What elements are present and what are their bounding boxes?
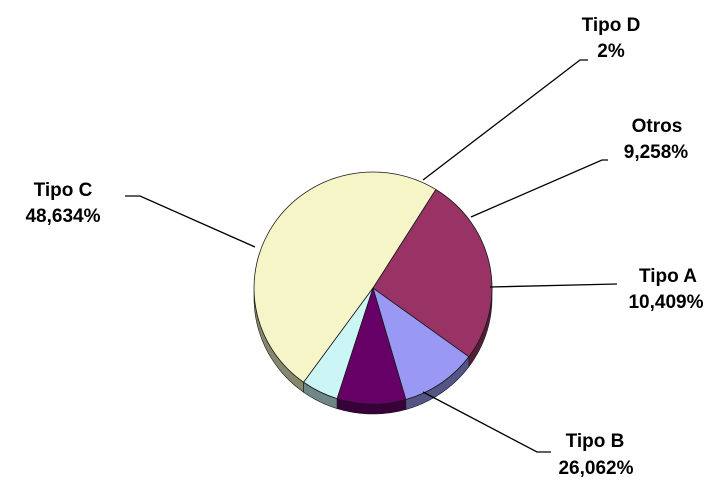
leader-line-tipo-d [422,59,588,181]
slice-label-tipo-a-name: Tipo A [639,266,697,287]
slice-labels: Tipo A 10,409% Tipo B 26,062% Tipo C 48,… [25,15,703,479]
slice-label-tipo-c-value: 48,634% [25,206,100,227]
slice-label-tipo-c-name: Tipo C [34,180,93,201]
leader-line-otros [470,159,608,218]
pie-slices [253,171,493,405]
pie-slice-tipo-b [372,188,493,358]
pie-slice-tipo-a [372,286,470,401]
slice-label-otros-value: 9,258% [624,142,689,163]
pie-slice-tipo-c [253,171,437,383]
slice-label-tipo-d-name: Tipo D [582,15,641,36]
pie-slice-otros [336,286,407,405]
pie-extrusion [253,288,493,415]
slice-label-tipo-a-value: 10,409% [628,292,703,313]
slice-label-tipo-b-name: Tipo B [566,431,625,452]
leader-lines [125,59,618,453]
leader-line-tipo-c [125,195,256,248]
slice-label-tipo-d-value: 2% [597,41,625,62]
leader-line-tipo-a [489,283,618,288]
slice-label-otros-name: Otros [632,116,683,137]
slice-label-tipo-b-value: 26,062% [558,458,633,479]
leader-line-tipo-b [422,391,551,453]
